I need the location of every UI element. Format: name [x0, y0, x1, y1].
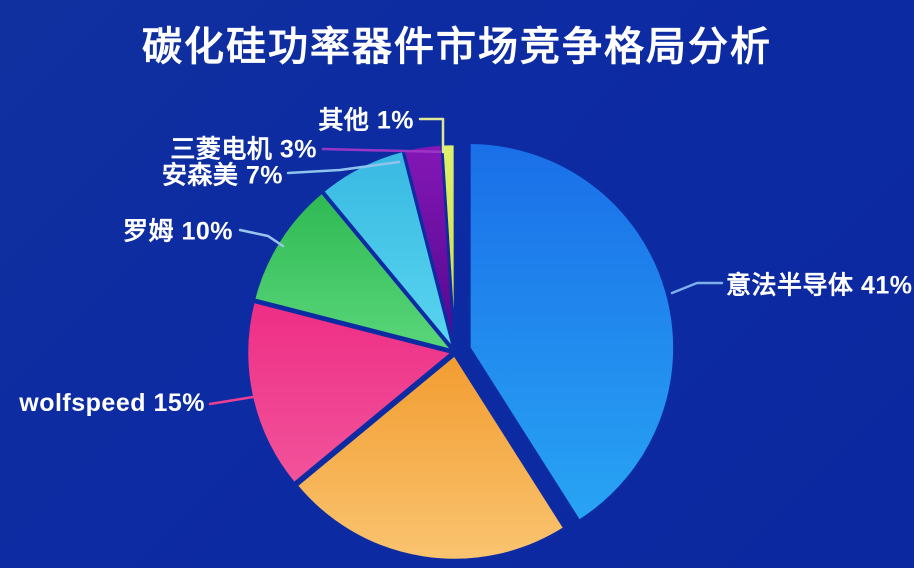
leader-line-4	[286, 160, 401, 175]
leader-line-6	[418, 117, 445, 154]
slice-label-5: 三菱电机 3%	[170, 135, 317, 164]
slice-label-0: 意法半导体 41%	[726, 271, 913, 300]
chart-title: 碳化硅功率器件市场竞争格局分析	[142, 25, 772, 69]
leader-line-3	[238, 228, 285, 248]
slice-label-6: 其他 1%	[318, 106, 414, 135]
slice-label-3: 罗姆 10%	[123, 217, 233, 246]
leader-line-0	[670, 281, 724, 295]
pie-slice-0	[468, 141, 676, 523]
slice-label-2: wolfspeed 15%	[19, 388, 205, 417]
pie-slice-3	[252, 191, 454, 352]
leader-line-5	[321, 147, 448, 154]
leader-line-2	[208, 395, 255, 406]
pie-slice-1	[295, 353, 566, 562]
slice-label-4: 安森美 7%	[161, 161, 283, 190]
